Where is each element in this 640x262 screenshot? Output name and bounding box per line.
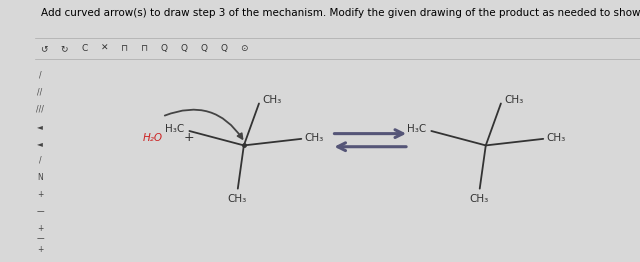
Text: +: + [184, 131, 195, 144]
Text: CH₃: CH₃ [262, 95, 281, 105]
Text: Q: Q [200, 44, 207, 53]
Text: Q: Q [161, 44, 168, 53]
Text: CH₃: CH₃ [504, 95, 523, 105]
Text: CH₃: CH₃ [305, 133, 324, 143]
Text: ↻: ↻ [61, 44, 68, 53]
Text: Q: Q [220, 44, 227, 53]
Text: H₃C: H₃C [407, 124, 426, 134]
Text: —: — [36, 207, 44, 216]
Text: ✕: ✕ [100, 44, 108, 53]
Text: ↺: ↺ [40, 44, 48, 53]
Text: ◄: ◄ [37, 122, 43, 131]
Text: N: N [37, 173, 43, 182]
Text: CH₃: CH₃ [227, 194, 246, 204]
Text: CH₃: CH₃ [469, 194, 488, 204]
Text: CH₃: CH₃ [547, 133, 566, 143]
Text: H₃C: H₃C [165, 124, 184, 134]
Text: ◄: ◄ [37, 139, 43, 148]
Text: +: + [37, 190, 44, 199]
Text: Add curved arrow(s) to draw step 3 of the mechanism. Modify the given drawing of: Add curved arrow(s) to draw step 3 of th… [41, 8, 640, 18]
Text: /: / [39, 71, 42, 80]
Text: ///: /// [36, 105, 44, 114]
Text: ⊓: ⊓ [120, 44, 127, 53]
Text: ⊙: ⊙ [240, 44, 248, 53]
Text: Q: Q [180, 44, 188, 53]
Text: /: / [39, 156, 42, 165]
Text: +
—
+: + — + [36, 224, 44, 254]
Text: H₂O: H₂O [143, 133, 163, 143]
Text: //: // [37, 88, 43, 97]
Text: ⊓: ⊓ [141, 44, 148, 53]
Text: C: C [81, 44, 87, 53]
